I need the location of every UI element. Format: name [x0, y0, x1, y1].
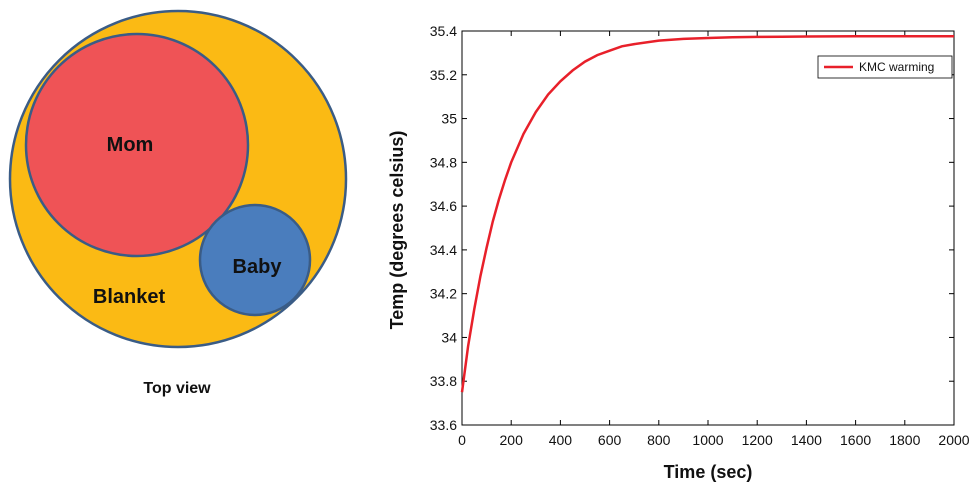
x-tick-label: 600 — [598, 432, 622, 448]
y-tick-label: 34.8 — [430, 154, 457, 170]
legend-label: KMC warming — [859, 60, 934, 74]
mom-circle — [24, 32, 250, 258]
top-view-diagram: Mom Baby Blanket Top view — [8, 9, 348, 397]
y-tick-label: 35.2 — [430, 67, 457, 83]
y-tick-label: 33.8 — [430, 373, 457, 389]
axis-ticks: 0 200 400 600 800 1000 1200 1400 1600 1800 2000 33.… — [430, 23, 970, 448]
baby-label: Baby — [233, 256, 283, 278]
y-tick-label: 35.4 — [430, 23, 457, 39]
x-axis-title: Time (sec) — [664, 462, 753, 482]
x-tick-label: 2000 — [938, 432, 969, 448]
baby-circle — [198, 203, 312, 317]
x-tick-label: 1800 — [889, 432, 920, 448]
x-tick-label: 0 — [458, 432, 466, 448]
legend: KMC warming — [817, 55, 953, 79]
y-tick-label: 34 — [441, 329, 457, 345]
x-tick-label: 400 — [549, 432, 573, 448]
y-tick-label: 34.6 — [430, 198, 457, 214]
temperature-chart: 0 200 400 600 800 1000 1200 1400 1600 1800 2000 33.… — [387, 23, 970, 482]
top-view-caption: Top view — [143, 380, 211, 397]
x-tick-label: 1200 — [742, 432, 773, 448]
blanket-label: Blanket — [93, 286, 166, 308]
y-tick-label: 35 — [441, 111, 457, 127]
x-tick-label: 800 — [647, 432, 671, 448]
plot-area — [461, 30, 955, 426]
series-kmc-warming-line — [460, 35, 954, 393]
y-tick-label: 34.4 — [430, 242, 457, 258]
x-tick-label: 1000 — [692, 432, 723, 448]
x-tick-label: 200 — [500, 432, 524, 448]
y-axis-title: Temp (degrees celsius) — [387, 131, 407, 330]
legend-box — [817, 55, 953, 79]
y-tick-label: 34.2 — [430, 286, 457, 302]
mom-label: Mom — [107, 134, 154, 156]
x-tick-label: 1600 — [840, 432, 871, 448]
x-tick-label: 1400 — [791, 432, 822, 448]
y-tick-label: 33.6 — [430, 417, 457, 433]
